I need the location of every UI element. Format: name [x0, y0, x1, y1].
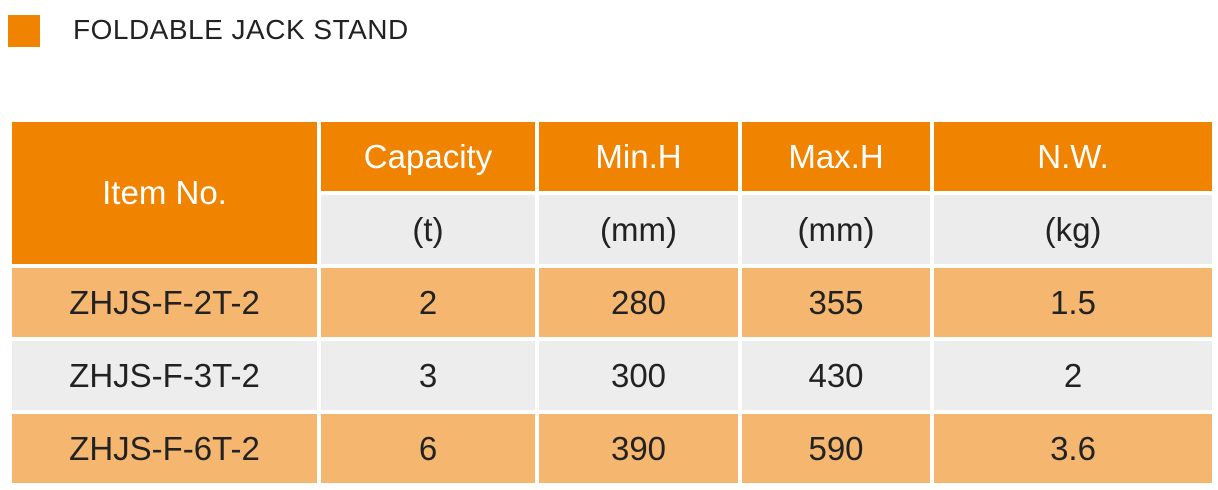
spec-table: Item No. Capacity Min.H Max.H N.W. (t) (mm) (mm…: [8, 118, 1216, 487]
data-cell: 2: [934, 341, 1212, 410]
data-cell: 355: [742, 268, 930, 337]
header-cell: Max.H: [742, 122, 930, 191]
header-cell: Item No.: [12, 122, 317, 264]
data-cell: ZHJS-F-2T-2: [12, 268, 317, 337]
data-cell: 3.6: [934, 414, 1212, 483]
data-cell: 6: [321, 414, 535, 483]
table-body: Item No. Capacity Min.H Max.H N.W. (t) (mm) (mm…: [12, 122, 1212, 483]
header-cell: Capacity: [321, 122, 535, 191]
header-cell: N.W.: [934, 122, 1212, 191]
unit-cell: (t): [321, 195, 535, 264]
unit-cell: (kg): [934, 195, 1212, 264]
data-cell: 590: [742, 414, 930, 483]
data-cell: ZHJS-F-3T-2: [12, 341, 317, 410]
title-badge: [8, 15, 40, 47]
data-row: ZHJS-F-3T-2 3 300 430 2: [12, 341, 1212, 410]
unit-row: (t) (mm) (mm) (kg): [12, 195, 1212, 264]
unit-cell: (mm): [539, 195, 738, 264]
data-cell: 280: [539, 268, 738, 337]
unit-cell: (mm): [742, 195, 930, 264]
data-cell: 1.5: [934, 268, 1212, 337]
data-cell: 300: [539, 341, 738, 410]
data-cell: 3: [321, 341, 535, 410]
header-row: Item No. Capacity Min.H Max.H N.W.: [12, 122, 1212, 264]
data-cell: 2: [321, 268, 535, 337]
data-row: ZHJS-F-2T-2 2 280 355 1.5: [12, 268, 1212, 337]
data-cell: 430: [742, 341, 930, 410]
data-row: ZHJS-F-6T-2 6 390 590 3.6: [12, 414, 1212, 483]
data-cell: ZHJS-F-6T-2: [12, 414, 317, 483]
header-cell: Min.H: [539, 122, 738, 191]
page-title: FOLDABLE JACK STAND: [73, 14, 409, 45]
data-cell: 390: [539, 414, 738, 483]
